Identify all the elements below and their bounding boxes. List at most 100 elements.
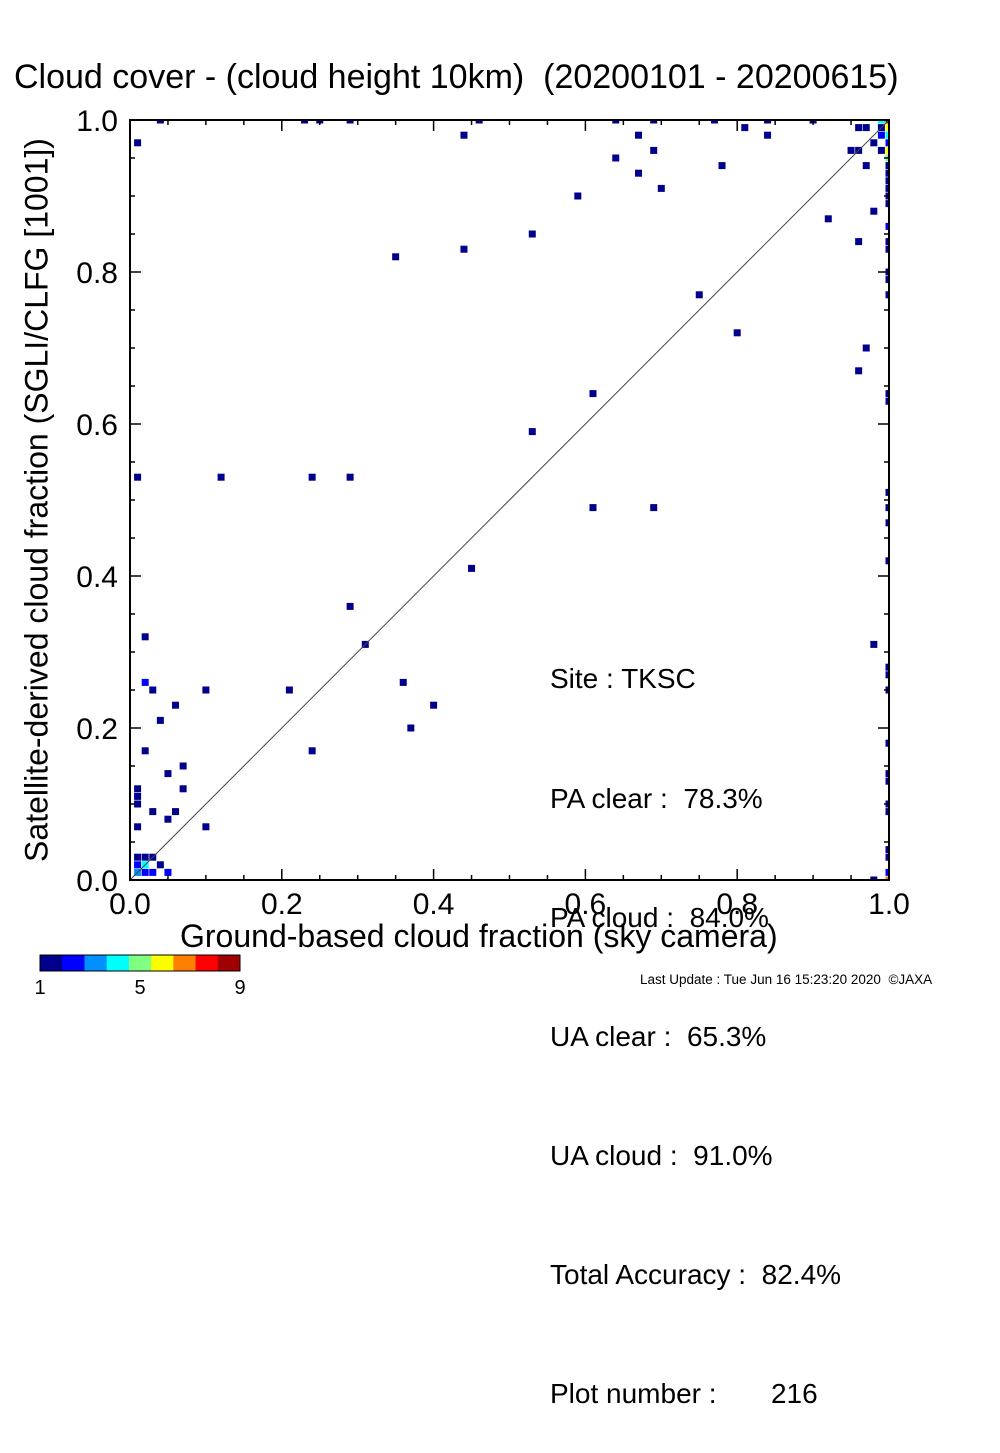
heatmap-cell <box>718 162 726 170</box>
heatmap-cell <box>847 146 855 154</box>
ua-cloud-label: UA cloud : 91.0% <box>550 1139 773 1171</box>
colorbar-tick-label: 1 <box>34 977 45 999</box>
heatmap-cell <box>764 120 772 124</box>
heatmap-cell <box>885 488 889 496</box>
x-tick-label: 0.4 <box>413 888 455 921</box>
x-tick-label: 0.8 <box>716 888 758 921</box>
heatmap-cell <box>134 792 142 800</box>
pa-clear-label: PA clear : 78.3% <box>550 782 763 814</box>
heatmap-cell <box>885 663 889 671</box>
heatmap-cell <box>885 162 889 170</box>
heatmap-cell <box>741 124 749 132</box>
heatmap-cell <box>877 120 885 124</box>
heatmap-cell <box>885 777 889 785</box>
heatmap-cell <box>870 139 878 147</box>
heatmap-cell <box>885 169 889 177</box>
x-tick-label: 0.0 <box>109 888 151 921</box>
y-tick-label: 1.0 <box>76 105 118 138</box>
heatmap-cell <box>885 739 889 747</box>
colorbar-segment <box>40 955 63 971</box>
y-tick-label: 0.4 <box>76 561 118 594</box>
colorbar-segment <box>151 955 174 971</box>
heatmap-cell <box>346 120 354 124</box>
heatmap-cell <box>528 428 536 436</box>
heatmap-cell <box>862 344 870 352</box>
heatmap-cell <box>657 184 665 192</box>
heatmap-cell <box>134 139 142 147</box>
heatmap-cell <box>885 808 889 816</box>
one-to-one-reference-line <box>129 119 890 881</box>
heatmap-cell <box>202 686 210 694</box>
heatmap-cell <box>885 222 889 230</box>
heatmap-cell <box>862 124 870 132</box>
heatmap-cell <box>475 120 483 124</box>
heatmap-cell <box>855 124 863 132</box>
heatmap-cell <box>885 124 889 132</box>
heatmap-cell <box>885 291 889 299</box>
heatmap-cell <box>635 131 643 139</box>
heatmap-cell <box>885 184 889 192</box>
heatmap-cell <box>733 329 741 337</box>
heatmap-cell <box>399 678 407 686</box>
y-tick-label: 0.2 <box>76 713 118 746</box>
colorbar-segment <box>195 955 219 971</box>
heatmap-cell <box>141 747 149 755</box>
heatmap-cell <box>202 823 210 831</box>
heatmap-cell <box>346 473 354 481</box>
heatmap-cell <box>308 747 316 755</box>
heatmap-cell <box>134 861 142 869</box>
heatmap-cell <box>885 276 889 284</box>
heatmap-cell <box>877 131 885 139</box>
heatmap-cell <box>885 139 889 147</box>
heatmap-cell <box>460 131 468 139</box>
heatmap-cell <box>870 640 878 648</box>
heatmap-cell <box>179 785 187 793</box>
heatmap-cell <box>217 473 225 481</box>
heatmap-cell <box>589 390 597 398</box>
axis-ticks <box>129 119 890 881</box>
heatmap-cell <box>156 120 164 124</box>
heatmap-cell <box>172 808 180 816</box>
axis-tick-labels: 0.0 0.2 0.4 0.6 0.8 1.0 0.0 0.2 0.4 0.6 0.8 1.0 <box>76 105 910 921</box>
heatmap-cell <box>149 686 157 694</box>
heatmap-cell <box>430 701 438 709</box>
heatmap-cell <box>862 162 870 170</box>
heatmap-cell <box>164 770 172 778</box>
plot-number-label: Plot number : 216 <box>550 1377 818 1409</box>
heatmap-cell <box>710 120 718 124</box>
heatmap-cell <box>635 169 643 177</box>
heatmap-cell <box>870 876 878 880</box>
heatmap-cell <box>156 861 164 869</box>
heatmap-cell <box>885 200 889 208</box>
heatmap-cell <box>885 177 889 185</box>
heatmap-cell <box>589 504 597 512</box>
heatmap-cell <box>870 207 878 215</box>
heatmap-cell <box>885 245 889 253</box>
heatmap-cell <box>885 390 889 398</box>
heatmap-cell <box>885 238 889 246</box>
heatmap-cell <box>308 473 316 481</box>
heatmap-cell <box>612 120 620 124</box>
colorbar <box>39 954 241 972</box>
heatmap-cell <box>285 686 293 694</box>
heatmap-cell <box>885 397 889 405</box>
total-accuracy-label: Total Accuracy : 82.4% <box>550 1258 842 1290</box>
heatmap-cell <box>346 602 354 610</box>
colorbar-frame <box>39 954 241 972</box>
site-label: Site : TKSC <box>550 663 696 695</box>
colorbar-segment <box>128 955 152 971</box>
heatmap-cell <box>528 230 536 238</box>
y-tick-label: 0.6 <box>76 409 118 442</box>
colorbar-segment <box>217 955 241 971</box>
heatmap-cell <box>885 853 889 861</box>
heatmap-cell <box>164 868 172 876</box>
heatmap-cell <box>407 724 415 732</box>
heatmap-cell <box>824 215 832 223</box>
heatmap-cell <box>885 846 889 854</box>
x-axis-label: Ground-based cloud fraction (sky camera) <box>180 918 778 954</box>
heatmap-cell <box>149 808 157 816</box>
heatmap-cell <box>885 770 889 778</box>
x-tick-label: 0.6 <box>565 888 607 921</box>
heatmap-cell <box>134 800 142 808</box>
heatmap-cell <box>141 853 149 861</box>
